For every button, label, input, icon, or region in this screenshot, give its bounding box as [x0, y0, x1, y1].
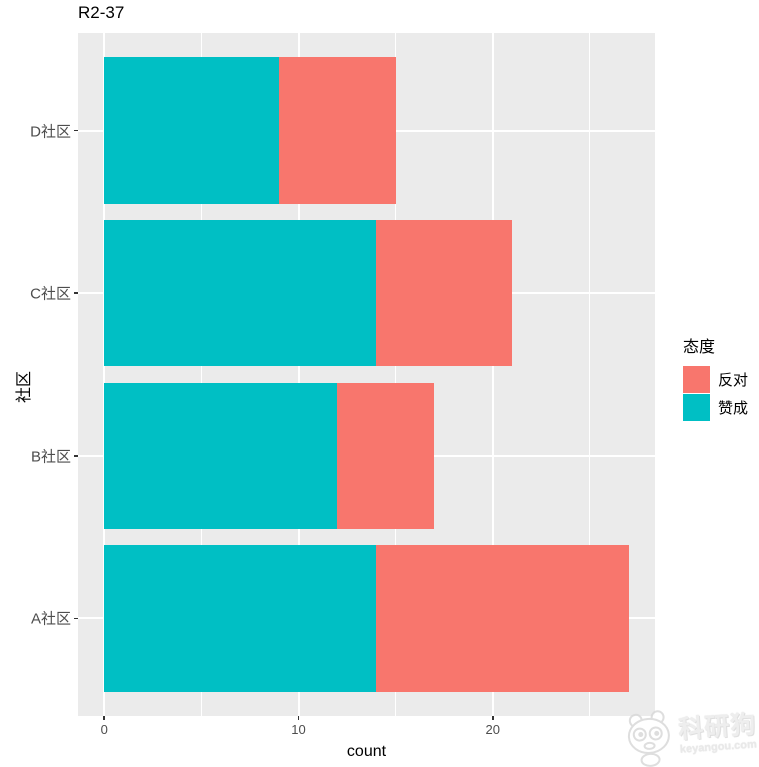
x-tick-label: 0	[100, 722, 108, 737]
legend-label-approve: 赞成	[718, 400, 749, 417]
x-axis-tick	[297, 716, 300, 720]
y-axis-tick	[73, 129, 78, 132]
bar-segment-反对	[279, 57, 396, 204]
y-category-label: B社区	[30, 448, 71, 466]
legend-title: 态度	[683, 339, 716, 356]
x-minor-gridline	[589, 33, 591, 716]
x-axis-title: count	[346, 743, 387, 760]
x-tick-label: 20	[485, 722, 500, 737]
x-minor-gridline	[200, 33, 202, 716]
plot-panel	[78, 33, 655, 716]
legend-label-oppose: 反对	[718, 372, 749, 389]
y-category-label: A社区	[30, 610, 71, 628]
bar-segment-反对	[376, 220, 513, 367]
legend-key-approve-swatch	[683, 394, 710, 421]
x-axis-tick	[492, 716, 494, 720]
y-axis-title: 社区	[16, 370, 34, 404]
bar-segment-反对	[376, 545, 629, 692]
bar-segment-赞成	[104, 382, 338, 529]
y-axis-tick	[73, 617, 78, 620]
x-tick-label: 10	[291, 722, 306, 737]
legend-entry-approve: 赞成	[683, 394, 748, 421]
watermark-text: 科研狗 keyangou.com	[677, 710, 758, 756]
y-axis-tick	[73, 292, 78, 294]
x-minor-gridline	[395, 33, 397, 716]
bar-segment-反对	[337, 382, 435, 529]
bar-segment-赞成	[104, 545, 377, 692]
x-major-gridline	[491, 33, 494, 716]
bar-segment-赞成	[104, 57, 280, 204]
legend-key-oppose-swatch	[683, 366, 710, 393]
bar-segment-赞成	[104, 220, 377, 367]
legend-entry-oppose: 反对	[683, 366, 748, 393]
chart-title: R2-37	[78, 3, 125, 22]
watermark-name: 科研狗	[677, 710, 758, 744]
y-category-label: D社区	[30, 123, 71, 141]
y-axis-tick	[73, 455, 78, 457]
x-axis-tick	[103, 716, 105, 720]
y-category-label: C社区	[30, 285, 71, 303]
legend: 态度 反对 赞成	[683, 333, 748, 422]
watermark-url: keyangou.com	[679, 738, 758, 756]
x-major-gridline	[297, 33, 300, 716]
x-major-gridline	[103, 33, 106, 716]
